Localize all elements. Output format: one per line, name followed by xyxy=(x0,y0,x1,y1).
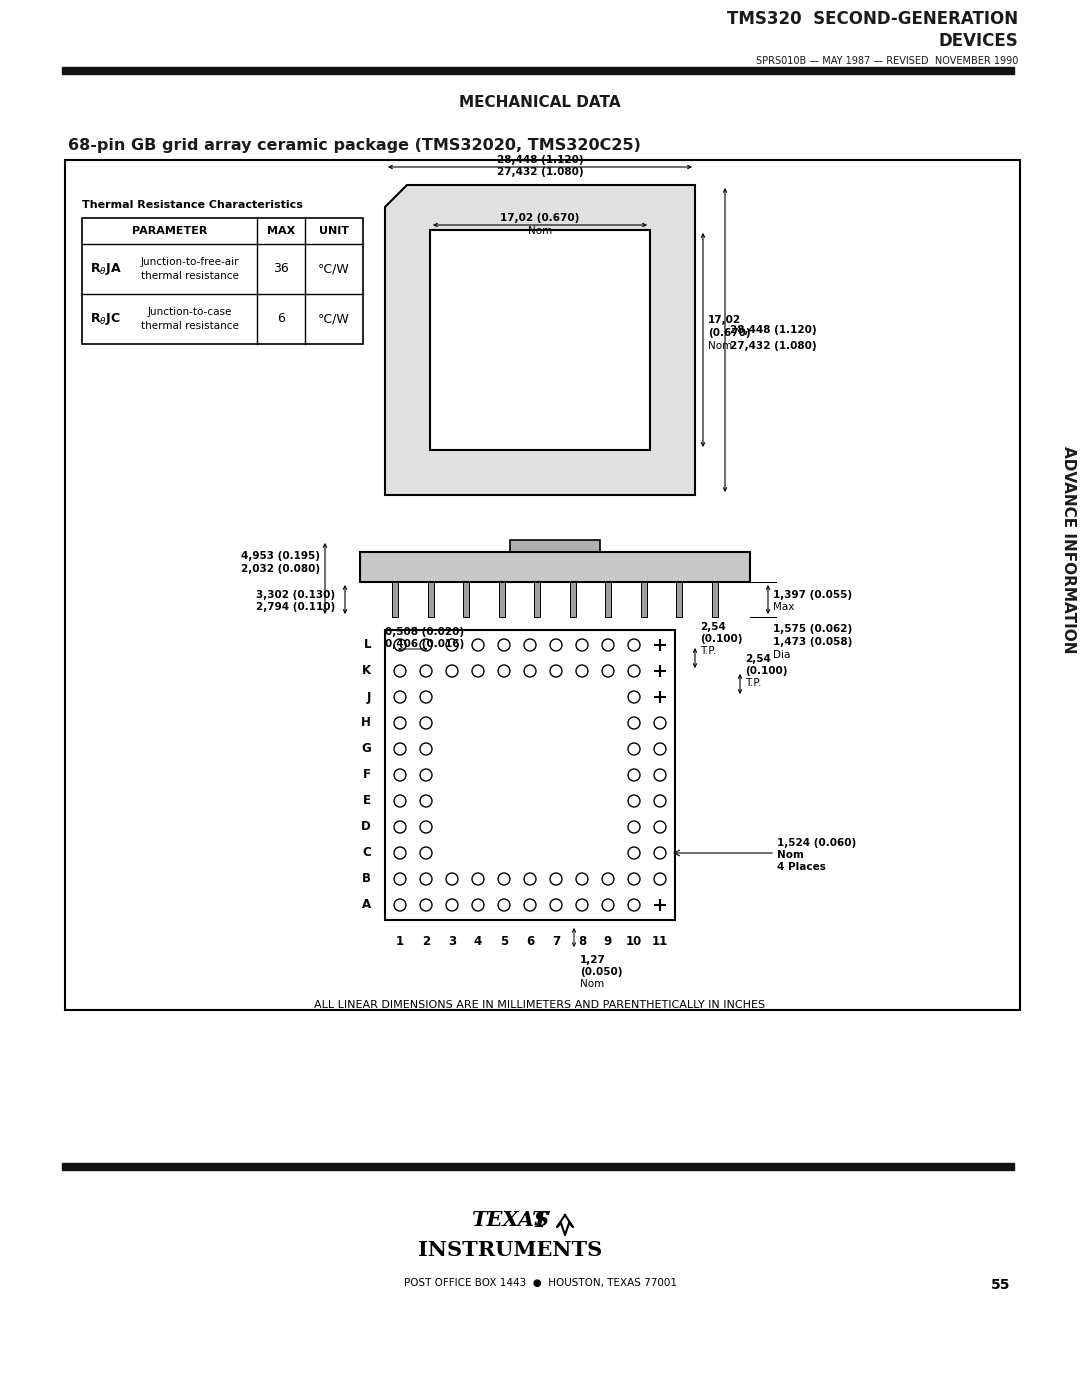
Text: 6: 6 xyxy=(278,313,285,326)
Text: 6: 6 xyxy=(526,935,535,949)
Text: DEVICES: DEVICES xyxy=(939,32,1018,50)
Text: 11: 11 xyxy=(652,935,669,949)
Text: Nom: Nom xyxy=(580,979,604,989)
Bar xyxy=(605,583,611,617)
Text: 36: 36 xyxy=(273,263,288,275)
Bar xyxy=(360,552,750,583)
Text: 1,473 (0.058): 1,473 (0.058) xyxy=(773,637,852,647)
Text: thermal resistance: thermal resistance xyxy=(140,271,239,281)
Text: ALL LINEAR DIMENSIONS ARE IN MILLIMETERS AND PARENTHETICALLY IN INCHES: ALL LINEAR DIMENSIONS ARE IN MILLIMETERS… xyxy=(314,1000,766,1010)
Bar xyxy=(499,583,504,617)
Text: Thermal Resistance Characteristics: Thermal Resistance Characteristics xyxy=(82,200,302,210)
Text: D: D xyxy=(361,820,372,834)
Bar xyxy=(65,161,1020,1010)
Text: A: A xyxy=(362,898,372,911)
Text: 2,54: 2,54 xyxy=(745,654,771,664)
Polygon shape xyxy=(384,184,696,495)
Text: °C/W: °C/W xyxy=(319,263,350,275)
Text: 17,02 (0.670): 17,02 (0.670) xyxy=(500,212,580,224)
Text: Nom: Nom xyxy=(777,849,804,861)
Text: Junction-to-case: Junction-to-case xyxy=(147,307,232,317)
Text: INSTRUMENTS: INSTRUMENTS xyxy=(418,1241,603,1260)
Text: SPRS010B — MAY 1987 — REVISED  NOVEMBER 1990: SPRS010B — MAY 1987 — REVISED NOVEMBER 1… xyxy=(756,56,1018,66)
Bar xyxy=(510,541,600,552)
Text: (0.050): (0.050) xyxy=(580,967,622,977)
Text: 1,575 (0.062): 1,575 (0.062) xyxy=(773,624,852,634)
Text: 9: 9 xyxy=(604,935,612,949)
Bar xyxy=(82,218,363,344)
Bar xyxy=(640,583,647,617)
Text: POST OFFICE BOX 1443  ●  HOUSTON, TEXAS 77001: POST OFFICE BOX 1443 ● HOUSTON, TEXAS 77… xyxy=(404,1278,676,1288)
Text: Nom: Nom xyxy=(528,226,552,236)
Text: 1,27: 1,27 xyxy=(580,956,606,965)
Bar xyxy=(676,583,683,617)
Text: Dia: Dia xyxy=(773,650,791,659)
Text: E: E xyxy=(363,795,372,807)
Text: Junction-to-free-air: Junction-to-free-air xyxy=(140,257,239,267)
Text: G: G xyxy=(361,742,372,756)
Bar xyxy=(384,630,675,921)
Text: T: T xyxy=(531,1210,549,1232)
Bar xyxy=(570,583,576,617)
Text: TMS320  SECOND-GENERATION: TMS320 SECOND-GENERATION xyxy=(727,10,1018,28)
Bar xyxy=(430,231,650,450)
Text: J: J xyxy=(366,690,372,704)
Text: T.P.: T.P. xyxy=(700,645,716,657)
Text: 68-pin GB grid array ceramic package (TMS32020, TMS320C25): 68-pin GB grid array ceramic package (TM… xyxy=(68,138,640,154)
Text: 0,508 (0.020): 0,508 (0.020) xyxy=(386,627,464,637)
Bar xyxy=(62,67,1014,74)
Text: 3: 3 xyxy=(448,935,456,949)
Text: 28,448 (1.120): 28,448 (1.120) xyxy=(497,155,583,165)
Text: UNIT: UNIT xyxy=(319,226,349,236)
Text: 2,794 (0.110): 2,794 (0.110) xyxy=(256,602,335,612)
Text: 27,432 (1.080): 27,432 (1.080) xyxy=(730,341,816,351)
Text: thermal resistance: thermal resistance xyxy=(140,321,239,331)
Text: 2: 2 xyxy=(422,935,430,949)
Text: MECHANICAL DATA: MECHANICAL DATA xyxy=(459,95,621,110)
Text: B: B xyxy=(362,873,372,886)
Text: 8: 8 xyxy=(578,935,586,949)
Bar xyxy=(712,583,718,617)
Text: 55: 55 xyxy=(990,1278,1010,1292)
Text: T.P.: T.P. xyxy=(745,678,761,687)
Text: 7: 7 xyxy=(552,935,561,949)
Text: Nom: Nom xyxy=(708,341,732,351)
Text: L: L xyxy=(364,638,372,651)
Text: 5: 5 xyxy=(500,935,508,949)
Text: F: F xyxy=(363,768,372,781)
Text: 3,302 (0.130): 3,302 (0.130) xyxy=(256,590,335,599)
Text: 27,432 (1.080): 27,432 (1.080) xyxy=(497,168,583,177)
Bar xyxy=(392,583,399,617)
Bar xyxy=(62,1162,1014,1171)
Text: TEXAS: TEXAS xyxy=(471,1210,549,1229)
Bar xyxy=(463,583,469,617)
Text: ADVANCE INFORMATION: ADVANCE INFORMATION xyxy=(1061,446,1076,654)
Text: 0,406 (0.016): 0,406 (0.016) xyxy=(386,638,464,650)
Text: (0.670): (0.670) xyxy=(708,328,751,338)
Text: H: H xyxy=(361,717,372,729)
Text: 28,448 (1.120): 28,448 (1.120) xyxy=(730,326,816,335)
Text: K: K xyxy=(362,665,372,678)
Text: 1,397 (0.055): 1,397 (0.055) xyxy=(773,590,852,599)
Text: Max: Max xyxy=(773,602,795,612)
Text: °C/W: °C/W xyxy=(319,313,350,326)
Text: R$_{\theta}$JA: R$_{\theta}$JA xyxy=(90,261,122,277)
Text: PARAMETER: PARAMETER xyxy=(132,226,207,236)
Bar xyxy=(535,583,540,617)
Text: C: C xyxy=(362,847,372,859)
Text: 4: 4 xyxy=(474,935,482,949)
Text: 4,953 (0.195): 4,953 (0.195) xyxy=(241,550,320,562)
Text: 2,54: 2,54 xyxy=(700,622,726,631)
Bar xyxy=(428,583,433,617)
Text: 2,032 (0.080): 2,032 (0.080) xyxy=(241,564,320,574)
Text: 1: 1 xyxy=(396,935,404,949)
Text: (0.100): (0.100) xyxy=(745,666,787,676)
Text: R$_{\theta}$JC: R$_{\theta}$JC xyxy=(90,312,121,327)
Text: 4 Places: 4 Places xyxy=(777,862,826,872)
Text: (0.100): (0.100) xyxy=(700,634,743,644)
Text: 17,02: 17,02 xyxy=(708,314,741,326)
Text: MAX: MAX xyxy=(267,226,295,236)
Text: 10: 10 xyxy=(626,935,643,949)
Text: 1,524 (0.060): 1,524 (0.060) xyxy=(777,838,856,848)
